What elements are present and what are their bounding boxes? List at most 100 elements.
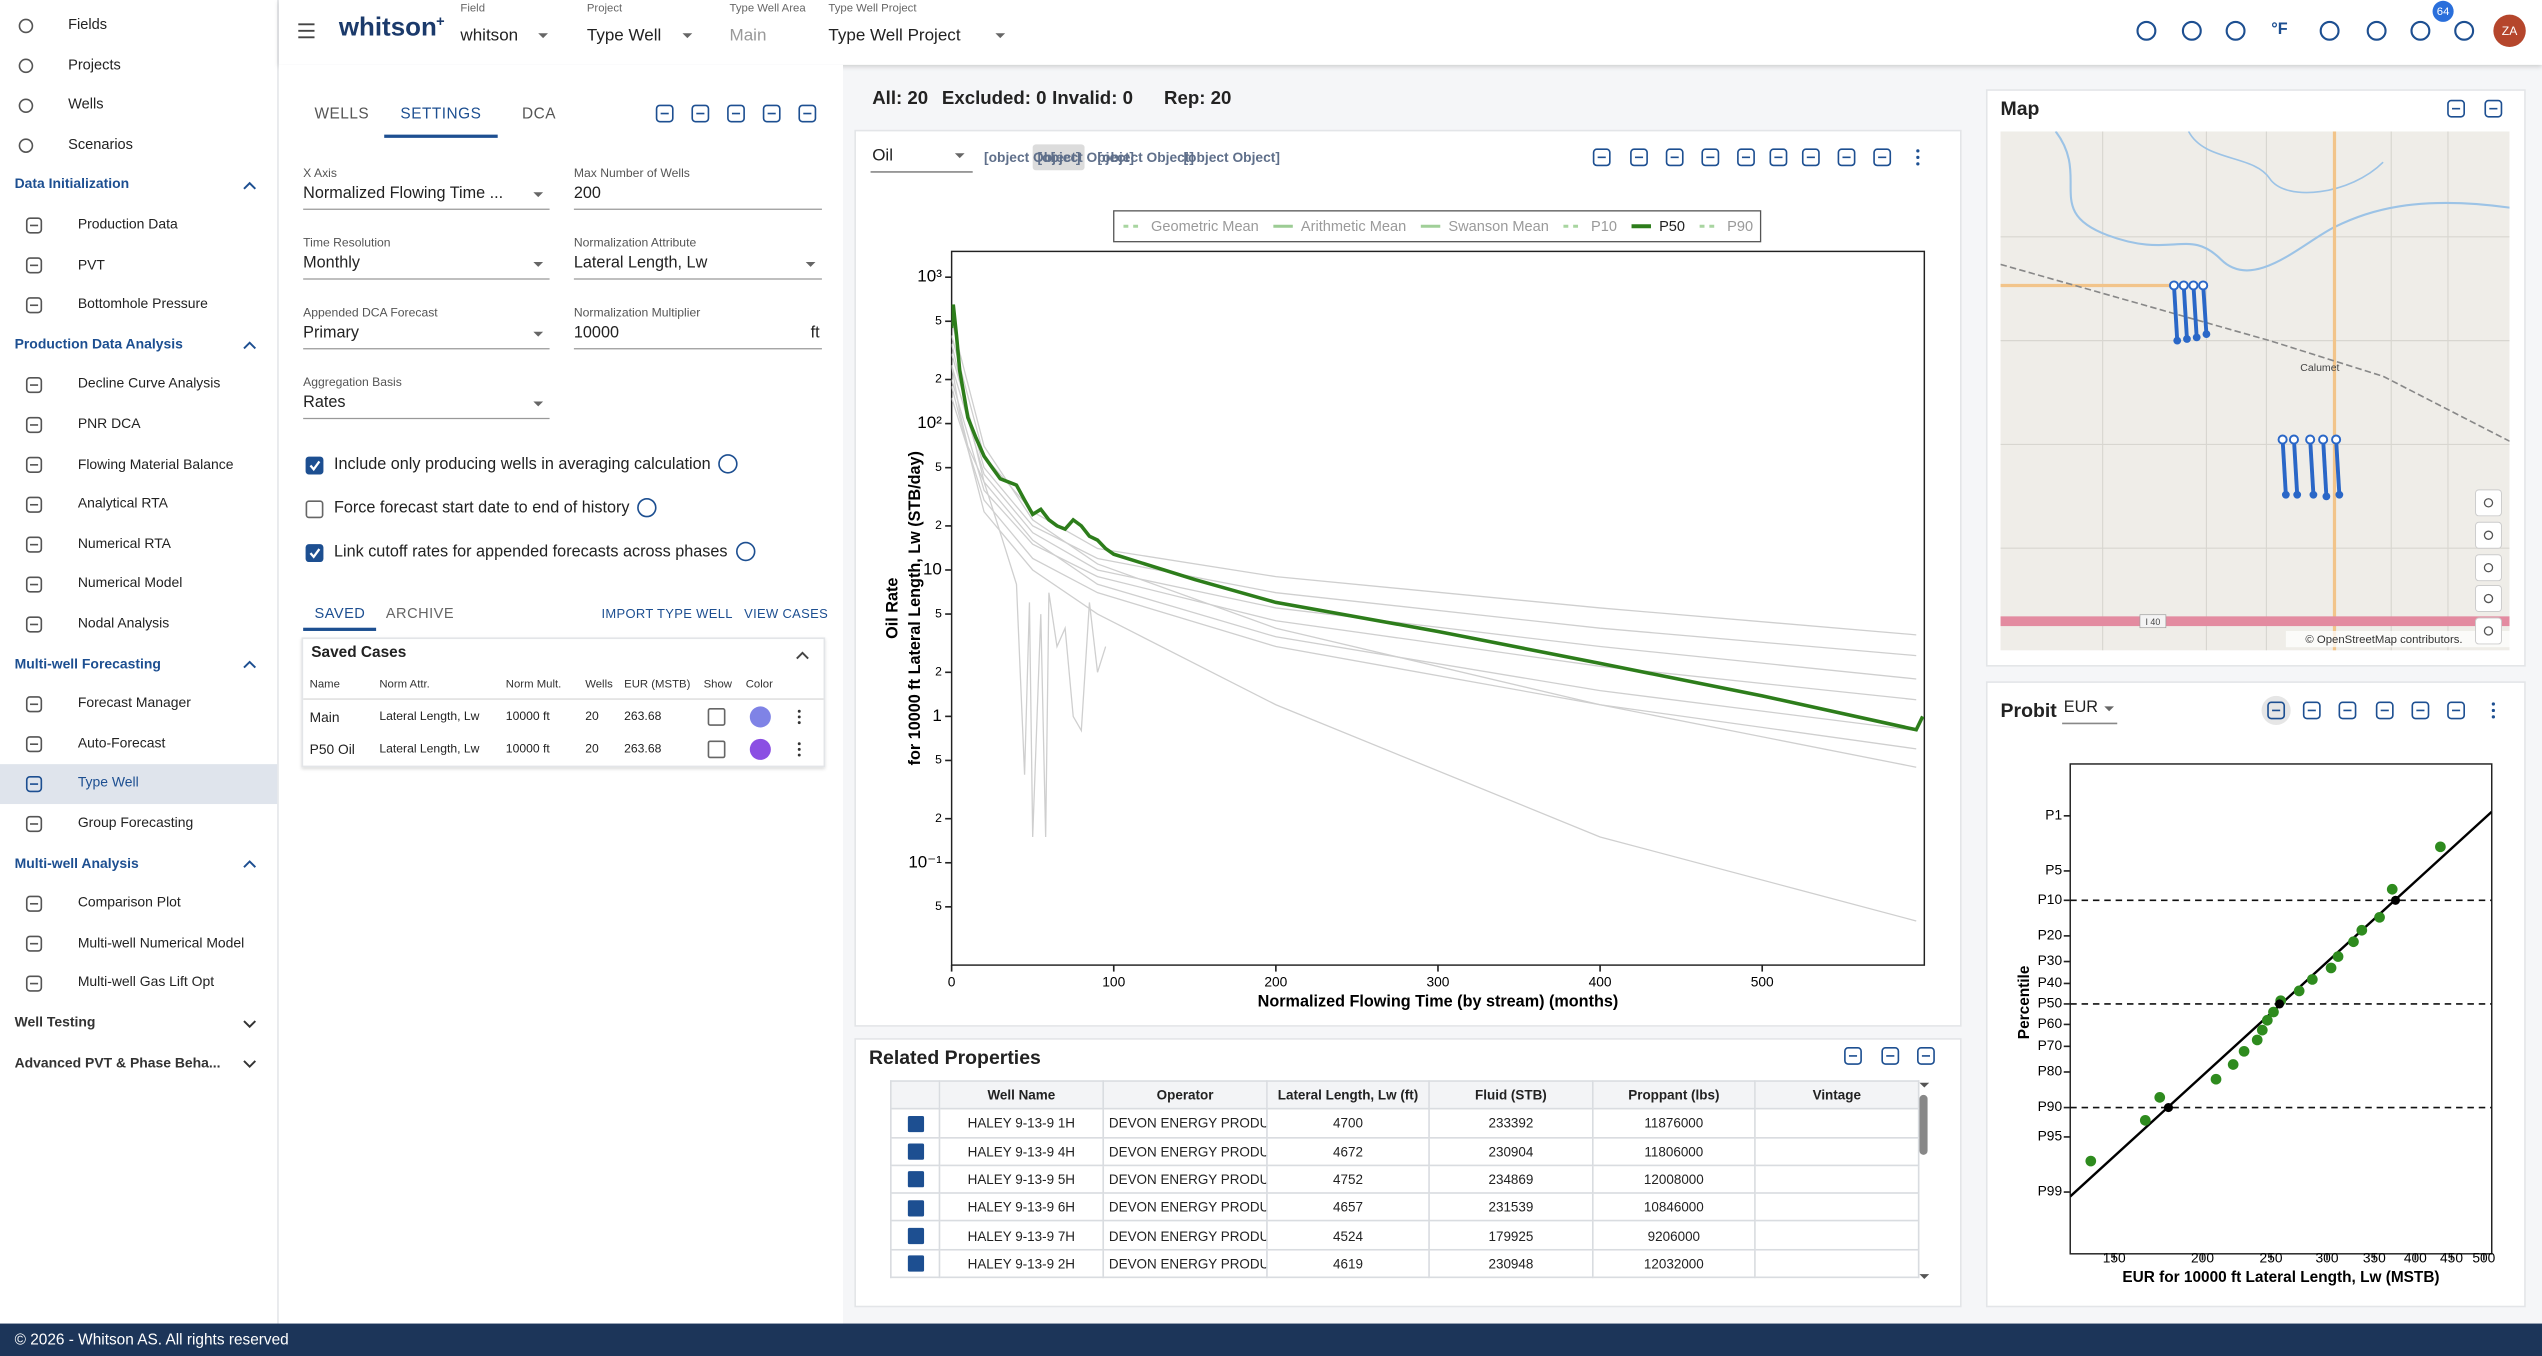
nav-item[interactable]: Numerical Model xyxy=(77,574,183,592)
action-button[interactable]: VIEW CASES xyxy=(744,606,829,622)
checkbox-cell xyxy=(890,1108,941,1139)
field-label: Field xyxy=(460,3,486,15)
field-value[interactable]: Monthly xyxy=(303,254,360,273)
checkbox-cell xyxy=(890,1192,941,1223)
toggle-button[interactable]: [object Object] xyxy=(1037,149,1135,166)
toggle-button[interactable]: [object Object] xyxy=(1097,149,1195,166)
cell: 10000 ft xyxy=(505,708,550,724)
subtab[interactable]: ARCHIVE xyxy=(385,605,455,622)
tab[interactable]: WELLS xyxy=(314,105,370,124)
nav-item[interactable]: Multi-well Gas Lift Opt xyxy=(77,973,215,991)
checkbox-cell xyxy=(890,1164,941,1195)
nav-item[interactable]: Forecast Manager xyxy=(77,694,191,711)
logo[interactable]: whitson xyxy=(338,14,437,43)
cell: 263.68 xyxy=(624,741,662,756)
toggle-button[interactable]: [object Object] xyxy=(984,149,1081,166)
tab[interactable]: SETTINGS xyxy=(400,105,482,124)
nav-item[interactable]: Wells xyxy=(68,96,104,113)
table-row: HALEY 9-13-9 7H DEVON ENERGY PRODUC 4524 17… xyxy=(890,1220,1920,1251)
toggle-button[interactable]: [object Object] xyxy=(1183,149,1280,166)
table-cell xyxy=(1754,1192,1920,1223)
tab[interactable]: DCA xyxy=(522,105,557,124)
cell: 10000 ft xyxy=(505,741,550,756)
saved-cases-card xyxy=(301,637,826,768)
logo-sup: + xyxy=(436,12,445,30)
nav-item[interactable]: Scenarios xyxy=(68,135,133,153)
table-cell: HALEY 9-13-9 2H xyxy=(938,1248,1105,1279)
nav-item[interactable]: Projects xyxy=(68,56,121,73)
nav-section[interactable]: Production Data Analysis xyxy=(14,335,183,352)
nav-item[interactable]: Bottomhole Pressure xyxy=(77,295,208,312)
cell: Main xyxy=(309,708,340,726)
unit-icon[interactable]: °F xyxy=(2271,21,2288,39)
field-label: Appended DCA Forecast xyxy=(303,304,438,320)
table-cell xyxy=(1754,1136,1920,1167)
column-header: Wells xyxy=(585,679,613,691)
nav-item[interactable]: Nodal Analysis xyxy=(77,614,170,631)
nav-item[interactable]: Fields xyxy=(68,16,108,33)
table-cell: DEVON ENERGY PRODUC xyxy=(1102,1248,1268,1279)
field-value[interactable]: Primary xyxy=(303,324,360,343)
field-value[interactable]: 200 xyxy=(573,184,601,203)
column-header: Lateral Length, Lw (ft) xyxy=(1266,1080,1430,1110)
nav-item[interactable]: Group Forecasting xyxy=(77,814,194,831)
field-value[interactable]: Type Well xyxy=(586,25,662,46)
field-value[interactable]: Type Well Project xyxy=(828,25,961,46)
probit-panel xyxy=(1985,681,2526,1308)
table-cell: DEVON ENERGY PRODUC xyxy=(1102,1108,1268,1139)
row-checkbox[interactable] xyxy=(907,1255,924,1273)
nav-item[interactable]: Comparison Plot xyxy=(77,894,181,911)
checkbox-cell xyxy=(890,1220,941,1251)
stat: All: 20 xyxy=(872,89,929,109)
nav-item[interactable]: Analytical RTA xyxy=(77,495,168,512)
row-checkbox[interactable] xyxy=(907,1199,924,1217)
row-checkbox[interactable] xyxy=(907,1115,924,1132)
phase-select[interactable]: Oil xyxy=(872,145,894,166)
checkbox-label[interactable]: Include only producing wells in averagin… xyxy=(333,454,711,473)
row-checkbox[interactable] xyxy=(907,1143,924,1160)
stat: Invalid: 0 xyxy=(1052,89,1133,109)
table-cell: HALEY 9-13-9 7H xyxy=(938,1220,1105,1251)
table-cell: DEVON ENERGY PRODUC xyxy=(1102,1164,1268,1195)
nav-section[interactable]: Multi-well Analysis xyxy=(14,854,139,871)
table-row: HALEY 9-13-9 4H DEVON ENERGY PRODUC 4672 23… xyxy=(890,1136,1920,1167)
column-header: Norm Mult. xyxy=(505,679,562,691)
nav-section[interactable]: Data Initialization xyxy=(14,175,130,193)
table-cell xyxy=(1754,1248,1920,1279)
cell: P50 Oil xyxy=(309,741,355,758)
table-cell: DEVON ENERGY PRODUC xyxy=(1102,1136,1268,1167)
nav-section[interactable]: Well Testing xyxy=(14,1013,96,1030)
nav-item[interactable]: Numerical RTA xyxy=(77,534,171,552)
column-header: Operator xyxy=(1102,1080,1268,1110)
checkbox-label[interactable]: Link cutoff rates for appended forecasts… xyxy=(333,542,728,561)
field-value[interactable]: Rates xyxy=(303,394,346,412)
nav-item[interactable]: Auto-Forecast xyxy=(77,734,166,751)
nav-item[interactable]: Multi-well Numerical Model xyxy=(77,933,245,951)
nav-item[interactable]: Flowing Material Balance xyxy=(77,455,234,472)
checkbox-cell xyxy=(890,1136,941,1167)
nav-section[interactable]: Multi-well Forecasting xyxy=(14,654,161,671)
field-value[interactable]: Normalized Flowing Time ... xyxy=(303,184,504,203)
panel-title: Probit xyxy=(2000,699,2057,722)
subtab[interactable]: SAVED xyxy=(314,605,366,622)
field-label: Aggregation Basis xyxy=(303,374,402,390)
nav-item[interactable]: Type Well xyxy=(77,774,139,791)
field-value[interactable]: Lateral Length, Lw xyxy=(573,254,708,273)
row-checkbox[interactable] xyxy=(907,1171,924,1189)
nav-section[interactable]: Advanced PVT & Phase Beha... xyxy=(14,1053,221,1070)
action-button[interactable]: IMPORT TYPE WELL xyxy=(601,606,733,622)
checkbox-label[interactable]: Force forecast start date to end of hist… xyxy=(333,498,630,517)
metric-select[interactable]: EUR xyxy=(2063,699,2098,717)
nav-item[interactable]: PVT xyxy=(77,255,105,272)
cell: 263.68 xyxy=(624,708,662,724)
nav-item[interactable]: PNR DCA xyxy=(77,415,141,432)
row-checkbox[interactable] xyxy=(907,1227,924,1245)
nav-item[interactable]: Production Data xyxy=(77,215,178,232)
field-value[interactable]: 10000 xyxy=(573,324,619,343)
nav-item[interactable]: Decline Curve Analysis xyxy=(77,375,221,392)
column-header: Vintage xyxy=(1754,1080,1920,1110)
field-value[interactable]: whitson xyxy=(460,25,519,46)
table-cell: 10846000 xyxy=(1591,1192,1756,1223)
table-cell: 4672 xyxy=(1266,1136,1430,1167)
